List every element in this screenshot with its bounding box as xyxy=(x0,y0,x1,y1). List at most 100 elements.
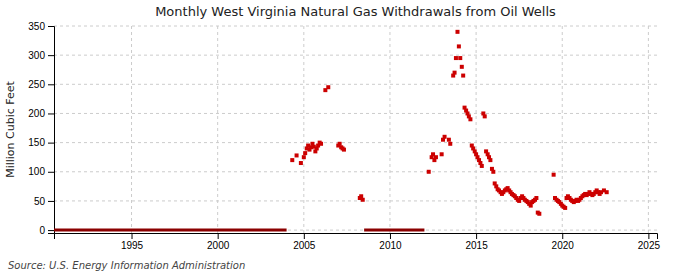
x-tick: 2020 xyxy=(552,233,575,251)
y-tick-mark xyxy=(48,84,54,85)
x-tick-mark xyxy=(476,233,477,239)
data-point xyxy=(303,151,307,155)
x-axis-line xyxy=(55,234,658,240)
plot-marks xyxy=(54,30,609,230)
data-point xyxy=(299,161,303,165)
data-point xyxy=(453,71,457,75)
x-tick: 2025 xyxy=(638,233,661,251)
y-tick-label: 100 xyxy=(28,166,45,177)
x-tick-label: 1995 xyxy=(121,240,144,251)
x-tick-mark xyxy=(562,233,563,239)
data-point xyxy=(342,148,346,152)
y-tick: 350 xyxy=(28,21,54,32)
x-tick-mark xyxy=(132,233,133,239)
y-grid-line xyxy=(54,200,657,201)
y-tick: 0 xyxy=(39,225,54,236)
x-tick: 2015 xyxy=(465,233,488,251)
data-point xyxy=(491,170,495,174)
x-tick-label: 2010 xyxy=(379,240,402,251)
y-tick-mark xyxy=(48,26,54,27)
data-point xyxy=(563,206,567,210)
y-grid-line xyxy=(54,55,657,56)
y-tick: 250 xyxy=(28,79,54,90)
grid xyxy=(54,26,657,233)
x-grid-line xyxy=(389,26,390,233)
y-tick-mark xyxy=(48,113,54,114)
data-point xyxy=(290,158,294,162)
data-point xyxy=(605,190,609,194)
x-tick-label: 2020 xyxy=(552,240,575,251)
y-tick: 100 xyxy=(28,166,54,177)
y-grid-line xyxy=(54,84,657,85)
x-tick-mark xyxy=(218,233,219,239)
x-tick: 1995 xyxy=(121,233,144,251)
data-point xyxy=(529,204,533,208)
data-point xyxy=(480,164,484,168)
y-tick: 150 xyxy=(28,137,54,148)
data-point xyxy=(483,114,487,118)
data-point xyxy=(468,117,472,121)
data-point xyxy=(552,173,556,177)
x-grid-line xyxy=(217,26,218,233)
data-point xyxy=(458,56,462,60)
data-point xyxy=(455,30,459,34)
y-tick-mark xyxy=(48,143,54,144)
data-point xyxy=(534,196,538,200)
y-grid-line xyxy=(54,26,657,27)
data-point xyxy=(427,170,431,174)
y-grid-line xyxy=(54,230,657,231)
data-point xyxy=(302,155,306,159)
x-tick-mark xyxy=(390,233,391,239)
chart-title: Monthly West Virginia Natural Gas Withdr… xyxy=(155,4,556,19)
x-tick-label: 2005 xyxy=(293,240,316,251)
data-point xyxy=(295,153,299,157)
data-point xyxy=(447,138,451,142)
x-grid-line xyxy=(303,26,304,233)
y-grid-line xyxy=(54,171,657,172)
y-tick-label: 0 xyxy=(39,225,45,236)
data-point xyxy=(319,142,323,146)
x-tick: 2005 xyxy=(293,233,316,251)
y-tick-label: 250 xyxy=(28,79,45,90)
x-grid-line xyxy=(648,26,649,233)
data-point xyxy=(440,152,444,156)
x-tick: 2010 xyxy=(379,233,402,251)
chart-container: 1995 2000 2005 2010 2015 2020 2025 0 50 100 150 200… xyxy=(0,0,675,275)
x-tick-mark xyxy=(304,233,305,239)
x-tick: 2000 xyxy=(207,233,230,251)
y-tick-label: 350 xyxy=(28,21,45,32)
y-tick-mark xyxy=(48,55,54,56)
y-tick-label: 50 xyxy=(34,196,46,207)
data-point xyxy=(359,194,363,198)
data-point xyxy=(338,142,342,146)
y-tick-label: 300 xyxy=(28,50,45,61)
data-point xyxy=(488,158,492,162)
y-axis-line xyxy=(48,27,55,234)
y-tick-label: 200 xyxy=(28,108,45,119)
y-axis: 0 50 100 150 200 250 300 350 xyxy=(28,21,54,236)
y-tick: 200 xyxy=(28,108,54,119)
x-grid-line xyxy=(131,26,132,233)
y-grid-line xyxy=(54,142,657,143)
x-tick-mark xyxy=(648,233,649,239)
data-point xyxy=(457,44,461,48)
zero-segment-line xyxy=(54,229,287,232)
data-point xyxy=(326,85,330,89)
data-point xyxy=(434,155,438,159)
data-point xyxy=(461,74,465,78)
chart-svg: 1995 2000 2005 2010 2015 2020 2025 0 50 100 150 200… xyxy=(0,0,675,275)
y-tick: 300 xyxy=(28,50,54,61)
source-annotation: Source: U.S. Energy Information Administ… xyxy=(8,260,245,271)
data-point xyxy=(361,198,365,202)
data-point xyxy=(454,56,458,60)
data-point xyxy=(460,65,464,69)
y-tick-mark xyxy=(48,172,54,173)
data-point xyxy=(448,142,452,146)
y-tick-mark xyxy=(48,230,54,231)
zero-segment-line xyxy=(364,229,424,232)
data-point xyxy=(443,135,447,139)
y-tick-mark xyxy=(48,201,54,202)
x-tick-label: 2015 xyxy=(465,240,488,251)
x-grid-line xyxy=(476,26,477,233)
data-point xyxy=(537,212,541,216)
